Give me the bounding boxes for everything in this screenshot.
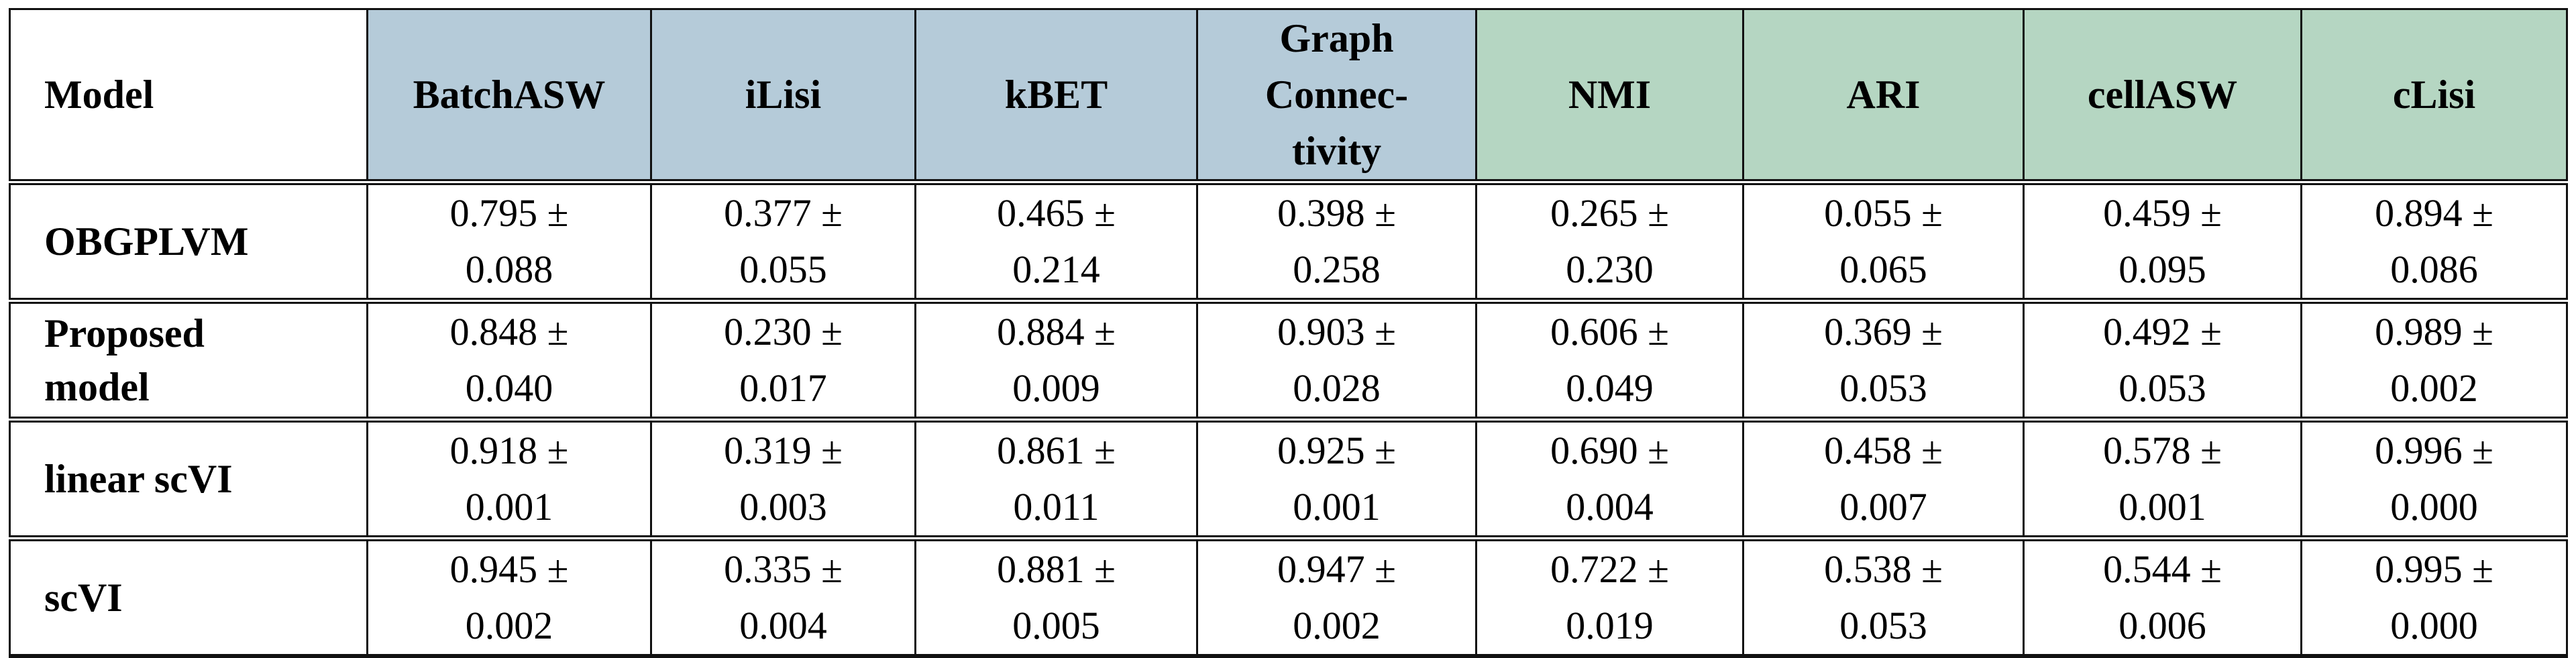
metric-cell-kbet: 0.884 ± 0.009 <box>914 300 1197 423</box>
metric-cell-nmi: 0.606 ± 0.049 <box>1475 300 1743 423</box>
model-name-cell: OBGPLVM <box>9 182 368 304</box>
metric-cell-ilisi: 0.230 ± 0.017 <box>650 300 916 423</box>
column-header-clisi: cLisi <box>2300 9 2567 185</box>
metric-cell-kbet: 0.465 ± 0.214 <box>914 182 1197 304</box>
metric-cell-graph-connectivity: 0.925 ± 0.001 <box>1196 419 1477 541</box>
table-body: OBGPLVM 0.795 ± 0.088 0.377 ± 0.055 0.46… <box>9 182 2567 656</box>
metric-cell-nmi: 0.690 ± 0.004 <box>1475 419 1743 541</box>
metric-cell-cellasw: 0.492 ± 0.053 <box>2023 300 2302 423</box>
metric-cell-cellasw: 0.578 ± 0.001 <box>2023 419 2302 541</box>
metric-cell-nmi: 0.722 ± 0.019 <box>1475 538 1743 656</box>
table-row-scvi: scVI 0.945 ± 0.002 0.335 ± 0.004 0.881 ±… <box>10 538 2567 656</box>
header-row: Model BatchASW iLisi kBET Graph Connec- … <box>9 9 2567 185</box>
model-name-cell: Proposed model <box>9 300 368 423</box>
metric-cell-graph-connectivity: 0.947 ± 0.002 <box>1196 538 1477 656</box>
metric-cell-batchasw: 0.918 ± 0.001 <box>366 419 651 541</box>
metric-cell-cellasw: 0.544 ± 0.006 <box>2023 538 2302 656</box>
table-row-linear-scvi: linear scVI 0.918 ± 0.001 0.319 ± 0.003 … <box>9 419 2567 541</box>
column-header-nmi: NMI <box>1475 9 1743 185</box>
metric-cell-clisi: 0.995 ± 0.000 <box>2300 538 2567 656</box>
metric-cell-graph-connectivity: 0.903 ± 0.028 <box>1196 300 1477 423</box>
column-header-graph-connectivity: Graph Connec- tivity <box>1196 9 1477 185</box>
column-header-ilisi: iLisi <box>650 9 916 185</box>
column-header-batchasw: BatchASW <box>366 9 651 185</box>
metric-cell-ilisi: 0.335 ± 0.004 <box>650 538 916 656</box>
metrics-table: Model BatchASW iLisi kBET Graph Connec- … <box>9 8 2568 658</box>
metric-cell-batchasw: 0.945 ± 0.002 <box>366 538 651 656</box>
table-header: Model BatchASW iLisi kBET Graph Connec- … <box>9 9 2567 185</box>
metric-cell-clisi: 0.894 ± 0.086 <box>2300 182 2567 304</box>
column-header-kbet: kBET <box>914 9 1197 185</box>
metric-cell-kbet: 0.881 ± 0.005 <box>914 538 1197 656</box>
metrics-table-container: Model BatchASW iLisi kBET Graph Connec- … <box>9 8 2568 658</box>
metric-cell-ari: 0.055 ± 0.065 <box>1742 182 2024 304</box>
column-header-model: Model <box>9 9 368 185</box>
table-row-obgplvm: OBGPLVM 0.795 ± 0.088 0.377 ± 0.055 0.46… <box>9 182 2567 304</box>
column-header-cellasw: cellASW <box>2023 9 2302 185</box>
metric-cell-cellasw: 0.459 ± 0.095 <box>2023 182 2302 304</box>
metric-cell-clisi: 0.989 ± 0.002 <box>2300 300 2567 423</box>
metric-cell-batchasw: 0.795 ± 0.088 <box>366 182 651 304</box>
metric-cell-batchasw: 0.848 ± 0.040 <box>366 300 651 423</box>
metric-cell-ari: 0.458 ± 0.007 <box>1742 419 2024 541</box>
metric-cell-kbet: 0.861 ± 0.011 <box>914 419 1197 541</box>
metric-cell-ari: 0.369 ± 0.053 <box>1742 300 2024 423</box>
metric-cell-ilisi: 0.319 ± 0.003 <box>650 419 916 541</box>
model-name-cell: linear scVI <box>9 419 368 541</box>
table-row-proposed-model: Proposed model 0.848 ± 0.040 0.230 ± 0.0… <box>9 300 2567 423</box>
model-name-cell: scVI <box>44 575 123 620</box>
metric-cell-nmi: 0.265 ± 0.230 <box>1475 182 1743 304</box>
metric-cell-clisi: 0.996 ± 0.000 <box>2300 419 2567 541</box>
column-header-ari: ARI <box>1742 9 2024 185</box>
metric-cell-ilisi: 0.377 ± 0.055 <box>650 182 916 304</box>
metric-cell-ari: 0.538 ± 0.053 <box>1742 538 2024 656</box>
metric-cell-graph-connectivity: 0.398 ± 0.258 <box>1196 182 1477 304</box>
